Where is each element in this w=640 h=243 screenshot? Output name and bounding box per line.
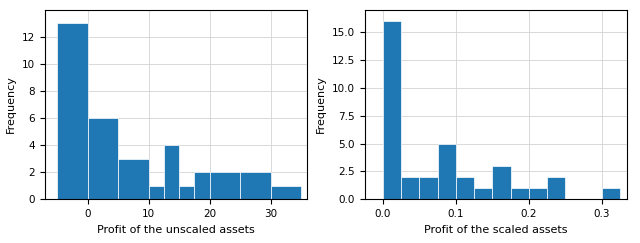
Bar <box>383 21 401 199</box>
X-axis label: Profit of the unscaled assets: Profit of the unscaled assets <box>97 225 255 234</box>
Bar <box>547 177 565 199</box>
Bar <box>88 118 118 199</box>
Bar <box>271 186 301 199</box>
Bar <box>401 177 419 199</box>
X-axis label: Profit of the scaled assets: Profit of the scaled assets <box>424 225 568 234</box>
Bar <box>492 166 511 199</box>
Bar <box>511 188 529 199</box>
Bar <box>474 188 492 199</box>
Bar <box>419 177 438 199</box>
Bar <box>240 172 271 199</box>
Bar <box>195 172 209 199</box>
Y-axis label: Frequency: Frequency <box>316 76 326 133</box>
Bar <box>148 186 164 199</box>
Bar <box>209 172 240 199</box>
Y-axis label: Frequency: Frequency <box>6 76 16 133</box>
Bar <box>57 23 88 199</box>
Bar <box>179 186 195 199</box>
Bar <box>529 188 547 199</box>
Bar <box>602 188 620 199</box>
Bar <box>164 145 179 199</box>
Bar <box>456 177 474 199</box>
Bar <box>118 159 148 199</box>
Bar <box>438 144 456 199</box>
